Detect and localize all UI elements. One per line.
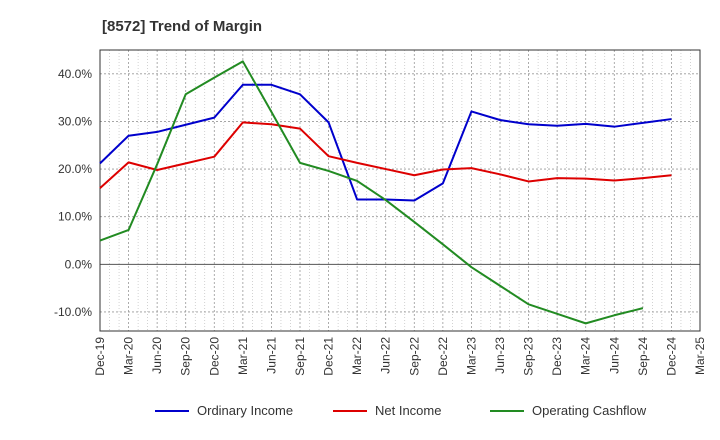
chart-title: [8572] Trend of Margin	[102, 18, 262, 35]
y-tick-label: 40.0%	[58, 67, 92, 81]
y-tick-label: 0.0%	[65, 257, 93, 271]
legend: Ordinary Income Net Income Operating Cashf…	[155, 403, 647, 418]
series-lines	[99, 60, 672, 325]
x-tick-label: Dec-20	[207, 337, 221, 376]
x-tick-label: Dec-24	[664, 337, 678, 376]
x-tick-label: Mar-20	[122, 337, 136, 375]
x-tick-label: Mar-21	[236, 337, 250, 375]
legend-label: Net Income	[375, 403, 441, 418]
x-tick-label: Dec-19	[93, 337, 107, 376]
x-tick-label: Jun-23	[493, 337, 507, 374]
plot-border	[99, 49, 701, 332]
legend-label: Operating Cashflow	[532, 403, 647, 418]
x-tick-label: Dec-22	[436, 337, 450, 376]
x-tick-label: Jun-22	[379, 337, 393, 374]
x-tick-label: Mar-23	[464, 337, 478, 375]
x-tick-label: Mar-22	[350, 337, 364, 375]
y-tick-label: 10.0%	[58, 210, 92, 224]
plot-frame	[99, 49, 701, 332]
x-tick-label: Sep-22	[407, 337, 421, 376]
x-tick-label: Sep-23	[522, 337, 536, 376]
x-tick-label: Sep-24	[636, 337, 650, 376]
x-tick-label: Mar-24	[579, 337, 593, 375]
x-tick-label: Dec-23	[550, 337, 564, 376]
series-line-1	[99, 121, 672, 189]
x-tick-label: Sep-20	[179, 337, 193, 376]
x-tick-label: Jun-21	[264, 337, 278, 374]
x-tick-label: Mar-25	[693, 337, 707, 375]
y-tick-label: -10.0%	[54, 305, 92, 319]
legend-label: Ordinary Income	[197, 403, 293, 418]
x-axis-ticks: Dec-19 Mar-20 Jun-20 Sep-20 Dec-20 Mar-21 Jun-…	[93, 337, 707, 376]
y-tick-label: 30.0%	[58, 114, 92, 128]
y-axis-ticks: -10.0% 0.0% 10.0% 20.0% 30.0% 40.0%	[54, 67, 92, 319]
x-tick-label: Jun-24	[607, 337, 621, 374]
x-tick-label: Jun-20	[150, 337, 164, 374]
series-line-2	[99, 60, 644, 325]
x-tick-label: Sep-21	[293, 337, 307, 376]
x-tick-label: Dec-21	[322, 337, 336, 376]
y-tick-label: 20.0%	[58, 162, 92, 176]
